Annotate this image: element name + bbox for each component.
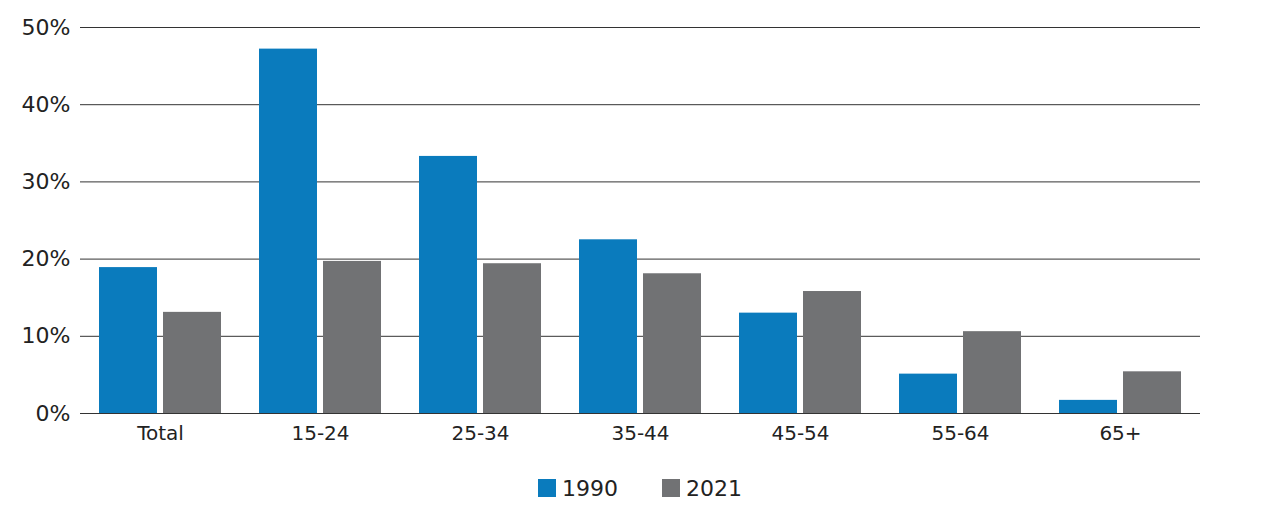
svg-text:40%: 40% xyxy=(22,92,71,117)
svg-text:35-44: 35-44 xyxy=(611,421,669,445)
html-text:1990: 1990 xyxy=(562,475,618,501)
html-text:2021: 2021 xyxy=(686,475,742,501)
svg-text:10%: 10% xyxy=(22,323,71,348)
svg-text:20%: 20% xyxy=(22,246,71,271)
svg-text:55-64: 55-64 xyxy=(931,421,989,445)
svg-text:45-54: 45-54 xyxy=(771,421,829,445)
svg-text:50%: 50% xyxy=(22,15,71,40)
svg-text:65+: 65+ xyxy=(1099,421,1141,445)
svg-text:25-34: 25-34 xyxy=(451,421,509,445)
svg-text:30%: 30% xyxy=(22,169,71,194)
svg-text:Total: Total xyxy=(136,421,184,445)
svg-text:15-24: 15-24 xyxy=(291,421,349,445)
svg-text:0%: 0% xyxy=(36,401,71,426)
